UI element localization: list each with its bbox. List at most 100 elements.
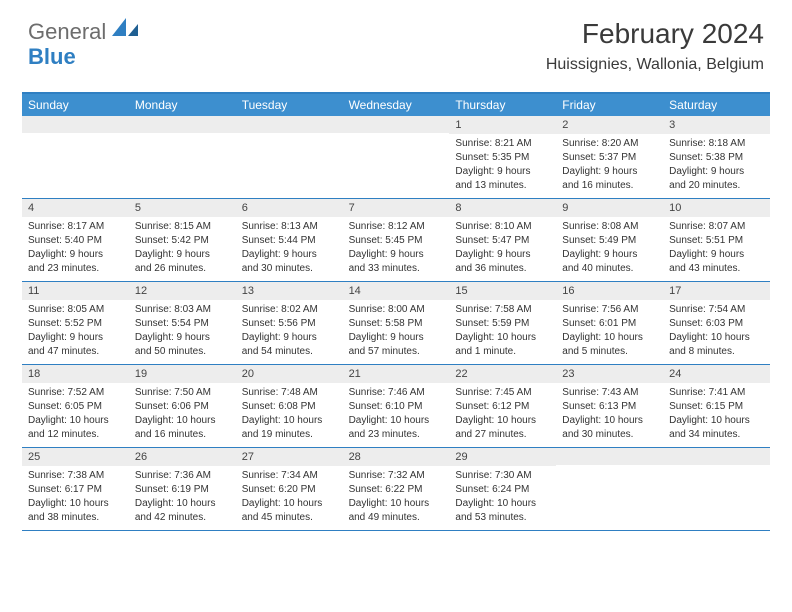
weekday-header-row: SundayMondayTuesdayWednesdayThursdayFrid… bbox=[22, 94, 770, 116]
daylight-text-2: and 27 minutes. bbox=[455, 428, 550, 441]
day-cell: 21Sunrise: 7:46 AMSunset: 6:10 PMDayligh… bbox=[343, 365, 450, 447]
day-number: 22 bbox=[449, 365, 556, 383]
day-cell: 15Sunrise: 7:58 AMSunset: 5:59 PMDayligh… bbox=[449, 282, 556, 364]
sunset-text: Sunset: 6:12 PM bbox=[455, 400, 550, 413]
day-number: 26 bbox=[129, 448, 236, 466]
daylight-text-1: Daylight: 10 hours bbox=[28, 497, 123, 510]
daylight-text-2: and 50 minutes. bbox=[135, 345, 230, 358]
sunset-text: Sunset: 5:58 PM bbox=[349, 317, 444, 330]
sunrise-text: Sunrise: 8:05 AM bbox=[28, 303, 123, 316]
daylight-text-1: Daylight: 10 hours bbox=[669, 331, 764, 344]
day-body: Sunrise: 7:38 AMSunset: 6:17 PMDaylight:… bbox=[22, 466, 129, 529]
sunrise-text: Sunrise: 8:13 AM bbox=[242, 220, 337, 233]
day-cell bbox=[343, 116, 450, 198]
daylight-text-1: Daylight: 9 hours bbox=[242, 331, 337, 344]
daylight-text-2: and 38 minutes. bbox=[28, 511, 123, 524]
day-body bbox=[343, 133, 450, 140]
sunrise-text: Sunrise: 7:46 AM bbox=[349, 386, 444, 399]
sunrise-text: Sunrise: 7:52 AM bbox=[28, 386, 123, 399]
sunset-text: Sunset: 5:37 PM bbox=[562, 151, 657, 164]
day-cell: 5Sunrise: 8:15 AMSunset: 5:42 PMDaylight… bbox=[129, 199, 236, 281]
week-row: 1Sunrise: 8:21 AMSunset: 5:35 PMDaylight… bbox=[22, 116, 770, 199]
sunrise-text: Sunrise: 8:20 AM bbox=[562, 137, 657, 150]
daylight-text-1: Daylight: 10 hours bbox=[562, 414, 657, 427]
day-cell: 10Sunrise: 8:07 AMSunset: 5:51 PMDayligh… bbox=[663, 199, 770, 281]
day-cell: 6Sunrise: 8:13 AMSunset: 5:44 PMDaylight… bbox=[236, 199, 343, 281]
sunset-text: Sunset: 5:38 PM bbox=[669, 151, 764, 164]
day-cell: 14Sunrise: 8:00 AMSunset: 5:58 PMDayligh… bbox=[343, 282, 450, 364]
sunset-text: Sunset: 5:56 PM bbox=[242, 317, 337, 330]
sunset-text: Sunset: 5:54 PM bbox=[135, 317, 230, 330]
day-number: 28 bbox=[343, 448, 450, 466]
day-body: Sunrise: 7:58 AMSunset: 5:59 PMDaylight:… bbox=[449, 300, 556, 363]
weekday-label: Monday bbox=[129, 94, 236, 116]
sunset-text: Sunset: 5:52 PM bbox=[28, 317, 123, 330]
sunset-text: Sunset: 5:51 PM bbox=[669, 234, 764, 247]
sunset-text: Sunset: 5:40 PM bbox=[28, 234, 123, 247]
day-number: 29 bbox=[449, 448, 556, 466]
day-cell bbox=[22, 116, 129, 198]
day-number: 9 bbox=[556, 199, 663, 217]
sunset-text: Sunset: 6:01 PM bbox=[562, 317, 657, 330]
weekday-label: Sunday bbox=[22, 94, 129, 116]
day-body: Sunrise: 8:10 AMSunset: 5:47 PMDaylight:… bbox=[449, 217, 556, 280]
brand-logo: General bbox=[28, 18, 140, 45]
daylight-text-1: Daylight: 10 hours bbox=[669, 414, 764, 427]
sunrise-text: Sunrise: 7:43 AM bbox=[562, 386, 657, 399]
day-cell: 4Sunrise: 8:17 AMSunset: 5:40 PMDaylight… bbox=[22, 199, 129, 281]
day-number bbox=[236, 116, 343, 133]
week-row: 18Sunrise: 7:52 AMSunset: 6:05 PMDayligh… bbox=[22, 365, 770, 448]
day-number: 15 bbox=[449, 282, 556, 300]
daylight-text-1: Daylight: 9 hours bbox=[562, 248, 657, 261]
daylight-text-1: Daylight: 9 hours bbox=[349, 248, 444, 261]
day-cell: 22Sunrise: 7:45 AMSunset: 6:12 PMDayligh… bbox=[449, 365, 556, 447]
calendar-grid: SundayMondayTuesdayWednesdayThursdayFrid… bbox=[22, 92, 770, 531]
sunrise-text: Sunrise: 7:50 AM bbox=[135, 386, 230, 399]
daylight-text-2: and 36 minutes. bbox=[455, 262, 550, 275]
sunrise-text: Sunrise: 8:10 AM bbox=[455, 220, 550, 233]
month-title: February 2024 bbox=[546, 18, 764, 50]
daylight-text-1: Daylight: 9 hours bbox=[242, 248, 337, 261]
daylight-text-2: and 20 minutes. bbox=[669, 179, 764, 192]
day-cell: 8Sunrise: 8:10 AMSunset: 5:47 PMDaylight… bbox=[449, 199, 556, 281]
daylight-text-1: Daylight: 10 hours bbox=[242, 414, 337, 427]
week-row: 25Sunrise: 7:38 AMSunset: 6:17 PMDayligh… bbox=[22, 448, 770, 531]
sunset-text: Sunset: 5:47 PM bbox=[455, 234, 550, 247]
daylight-text-1: Daylight: 10 hours bbox=[135, 414, 230, 427]
location-subtitle: Huissignies, Wallonia, Belgium bbox=[546, 56, 764, 74]
sunrise-text: Sunrise: 8:00 AM bbox=[349, 303, 444, 316]
brand-part2: Blue bbox=[28, 44, 76, 69]
daylight-text-2: and 23 minutes. bbox=[28, 262, 123, 275]
daylight-text-1: Daylight: 10 hours bbox=[135, 497, 230, 510]
day-body: Sunrise: 7:48 AMSunset: 6:08 PMDaylight:… bbox=[236, 383, 343, 446]
sunset-text: Sunset: 5:59 PM bbox=[455, 317, 550, 330]
day-body: Sunrise: 7:41 AMSunset: 6:15 PMDaylight:… bbox=[663, 383, 770, 446]
brand-part2-wrap: Blue bbox=[28, 44, 76, 70]
week-row: 11Sunrise: 8:05 AMSunset: 5:52 PMDayligh… bbox=[22, 282, 770, 365]
daylight-text-1: Daylight: 9 hours bbox=[455, 165, 550, 178]
sunset-text: Sunset: 6:19 PM bbox=[135, 483, 230, 496]
day-body: Sunrise: 8:05 AMSunset: 5:52 PMDaylight:… bbox=[22, 300, 129, 363]
daylight-text-1: Daylight: 10 hours bbox=[455, 497, 550, 510]
sunset-text: Sunset: 5:49 PM bbox=[562, 234, 657, 247]
day-number: 2 bbox=[556, 116, 663, 134]
day-cell: 17Sunrise: 7:54 AMSunset: 6:03 PMDayligh… bbox=[663, 282, 770, 364]
sunrise-text: Sunrise: 8:18 AM bbox=[669, 137, 764, 150]
day-body: Sunrise: 7:54 AMSunset: 6:03 PMDaylight:… bbox=[663, 300, 770, 363]
day-cell: 28Sunrise: 7:32 AMSunset: 6:22 PMDayligh… bbox=[343, 448, 450, 530]
daylight-text-2: and 12 minutes. bbox=[28, 428, 123, 441]
sunrise-text: Sunrise: 7:38 AM bbox=[28, 469, 123, 482]
weekday-label: Saturday bbox=[663, 94, 770, 116]
sunrise-text: Sunrise: 8:15 AM bbox=[135, 220, 230, 233]
day-body: Sunrise: 8:13 AMSunset: 5:44 PMDaylight:… bbox=[236, 217, 343, 280]
daylight-text-2: and 19 minutes. bbox=[242, 428, 337, 441]
daylight-text-1: Daylight: 10 hours bbox=[28, 414, 123, 427]
daylight-text-2: and 54 minutes. bbox=[242, 345, 337, 358]
day-cell: 29Sunrise: 7:30 AMSunset: 6:24 PMDayligh… bbox=[449, 448, 556, 530]
daylight-text-1: Daylight: 9 hours bbox=[669, 165, 764, 178]
day-number bbox=[556, 448, 663, 465]
day-cell: 25Sunrise: 7:38 AMSunset: 6:17 PMDayligh… bbox=[22, 448, 129, 530]
day-body: Sunrise: 8:17 AMSunset: 5:40 PMDaylight:… bbox=[22, 217, 129, 280]
day-body: Sunrise: 7:56 AMSunset: 6:01 PMDaylight:… bbox=[556, 300, 663, 363]
daylight-text-1: Daylight: 10 hours bbox=[242, 497, 337, 510]
